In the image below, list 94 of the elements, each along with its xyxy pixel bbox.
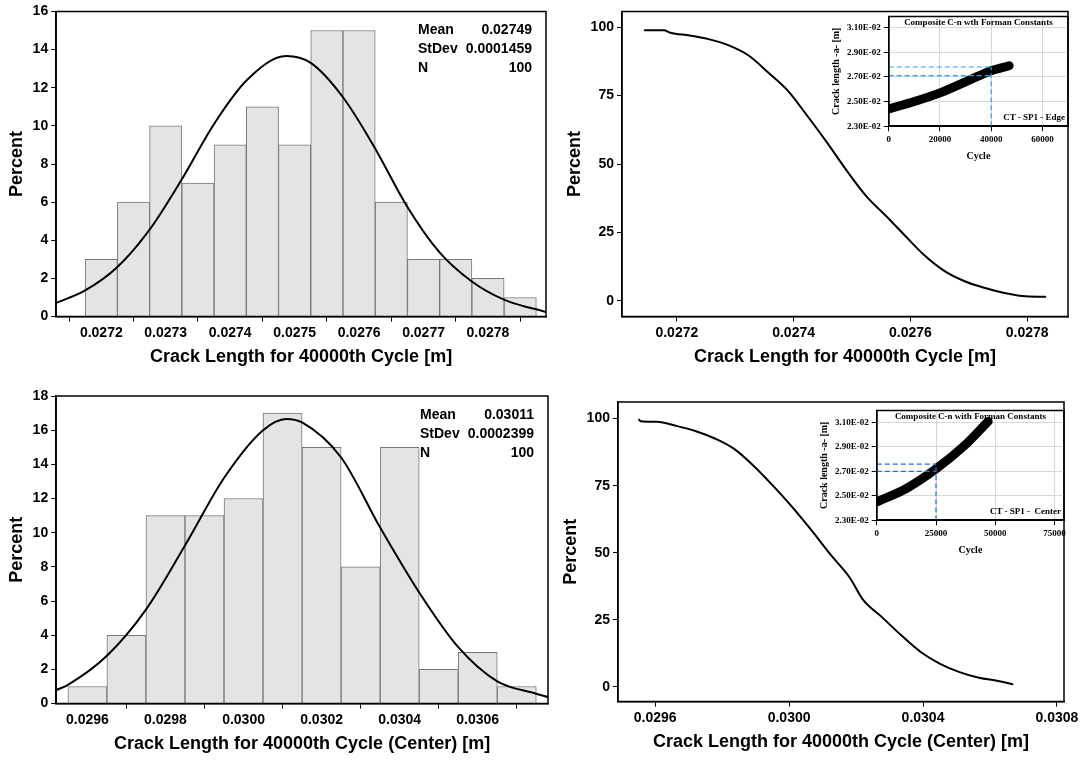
x-tick-label: 0 (886, 133, 892, 144)
y-tick-label: 3.10E-02 (835, 416, 870, 427)
x-axis-title: Crack Length for 40000th Cycle [m] (693, 346, 997, 367)
y-axis-title: Crack length -a- [m] (829, 27, 841, 116)
y-axis-title: Percent (5, 516, 26, 583)
x-tick-label: 0.0304 (378, 710, 422, 727)
x-tick-label: 20000 (928, 133, 952, 144)
x-tick-label: 0.0274 (208, 323, 252, 340)
y-tick-label: 12 (32, 78, 49, 95)
x-axis-title: Crack Length for 40000th Cycle [m] (150, 346, 453, 367)
x-axis-title: Crack Length for 40000th Cycle (Center) [m] (652, 731, 1030, 752)
y-tick-label: 0 (40, 694, 49, 711)
y-tick-label: 75 (598, 86, 615, 103)
annotation: N (420, 443, 431, 460)
x-tick-label: 0.0296 (633, 708, 677, 725)
x-tick-label: 0.0277 (402, 323, 446, 340)
x-tick-label: 0.0304 (901, 708, 945, 725)
y-axis-title: Percent (5, 130, 26, 198)
x-axis-title: Crack Length for 40000th Cycle (Center) [m] (114, 733, 491, 754)
annotation: N (418, 59, 429, 76)
y-tick-label: 4 (40, 231, 49, 248)
y-tick-label: 2.90E-02 (835, 441, 870, 452)
x-tick-label: 0.0274 (772, 323, 816, 340)
annotation: 0.0001459 (465, 40, 533, 57)
x-tick-label: 0.0278 (1005, 323, 1049, 340)
y-tick-label: 3.10E-02 (847, 21, 882, 32)
y-tick-label: 2.30E-02 (847, 120, 882, 131)
y-tick-label: 8 (40, 154, 49, 171)
annotation: Mean (418, 21, 454, 38)
y-tick-label: 6 (40, 193, 49, 210)
x-tick-label: 0.0300 (767, 708, 811, 725)
y-tick-label: 0 (606, 291, 615, 308)
chart-title: Composite C-n with Forman Constants (894, 411, 1047, 422)
y-tick-label: 16 (32, 2, 49, 19)
y-tick-label: 2.50E-02 (835, 490, 870, 501)
x-tick-label: 0.0308 (1035, 708, 1079, 725)
annotation: Mean (420, 405, 456, 422)
x-tick-label: 50000 (984, 527, 1008, 538)
chart-title: Composite C-n wth Forman Constants (904, 17, 1054, 28)
y-tick-label: 2.90E-02 (847, 46, 882, 57)
y-tick-label: 100 (590, 17, 615, 34)
annotation: 100 (508, 59, 533, 76)
y-tick-label: 6 (40, 591, 49, 608)
x-tick-label: 0.0272 (655, 323, 699, 340)
x-tick-label: 0.0275 (273, 323, 317, 340)
annotation: StDev (420, 424, 460, 441)
y-tick-label: 14 (32, 455, 49, 472)
x-tick-label: 25000 (924, 527, 948, 538)
y-tick-label: 14 (32, 40, 49, 57)
y-tick-label: 8 (40, 557, 49, 574)
x-tick-label: 0.0276 (337, 323, 381, 340)
x-tick-label: 0.0302 (300, 710, 344, 727)
annotation: StDev (418, 40, 458, 57)
x-tick-label: 0.0272 (79, 323, 123, 340)
y-tick-label: 2.70E-02 (847, 71, 882, 82)
x-tick-label: 0.0296 (65, 710, 110, 727)
annotation: CT - SP1 - Center (989, 506, 1061, 517)
y-tick-label: 10 (32, 523, 49, 540)
x-tick-label: 0.0298 (144, 710, 188, 727)
x-tick-label: 0.0300 (222, 710, 266, 727)
y-axis-title: Percent (563, 130, 584, 198)
y-tick-label: 10 (32, 116, 49, 133)
y-tick-label: 16 (32, 421, 49, 438)
y-tick-label: 2 (40, 269, 49, 286)
x-tick-label: 0.0306 (456, 710, 500, 727)
y-tick-label: 18 (32, 386, 49, 403)
annotation: 100 (510, 443, 535, 460)
y-tick-label: 2.50E-02 (847, 95, 882, 106)
x-tick-label: 40000 (979, 133, 1003, 144)
y-tick-label: 2.30E-02 (835, 514, 870, 525)
y-tick-label: 50 (598, 154, 615, 171)
y-tick-label: 50 (594, 543, 611, 560)
y-tick-label: 75 (594, 476, 611, 493)
y-tick-label: 2.70E-02 (835, 465, 870, 476)
annotation: 0.03011 (484, 405, 535, 422)
x-axis-title: Cycle (966, 149, 991, 161)
x-tick-label: 0.0276 (888, 323, 932, 340)
y-tick-label: 12 (32, 489, 49, 506)
x-axis-title: Cycle (958, 543, 983, 555)
y-tick-label: 0 (602, 677, 611, 694)
x-tick-label: 0.0273 (144, 323, 188, 340)
y-tick-label: 25 (598, 223, 615, 240)
y-tick-label: 2 (40, 660, 49, 677)
y-axis-title: Crack length -a- [m] (817, 421, 829, 510)
annotation: 0.02749 (481, 21, 533, 38)
y-tick-label: 25 (594, 610, 611, 627)
annotation: CT - SP1 - Edge (1003, 112, 1065, 123)
x-tick-label: 60000 (1031, 133, 1055, 144)
y-tick-label: 4 (40, 626, 49, 643)
x-tick-label: 0.0278 (466, 323, 510, 340)
y-axis-title: Percent (559, 518, 580, 585)
annotation: 0.0002399 (467, 424, 535, 441)
y-tick-label: 100 (586, 409, 611, 426)
y-tick-label: 0 (40, 307, 49, 324)
